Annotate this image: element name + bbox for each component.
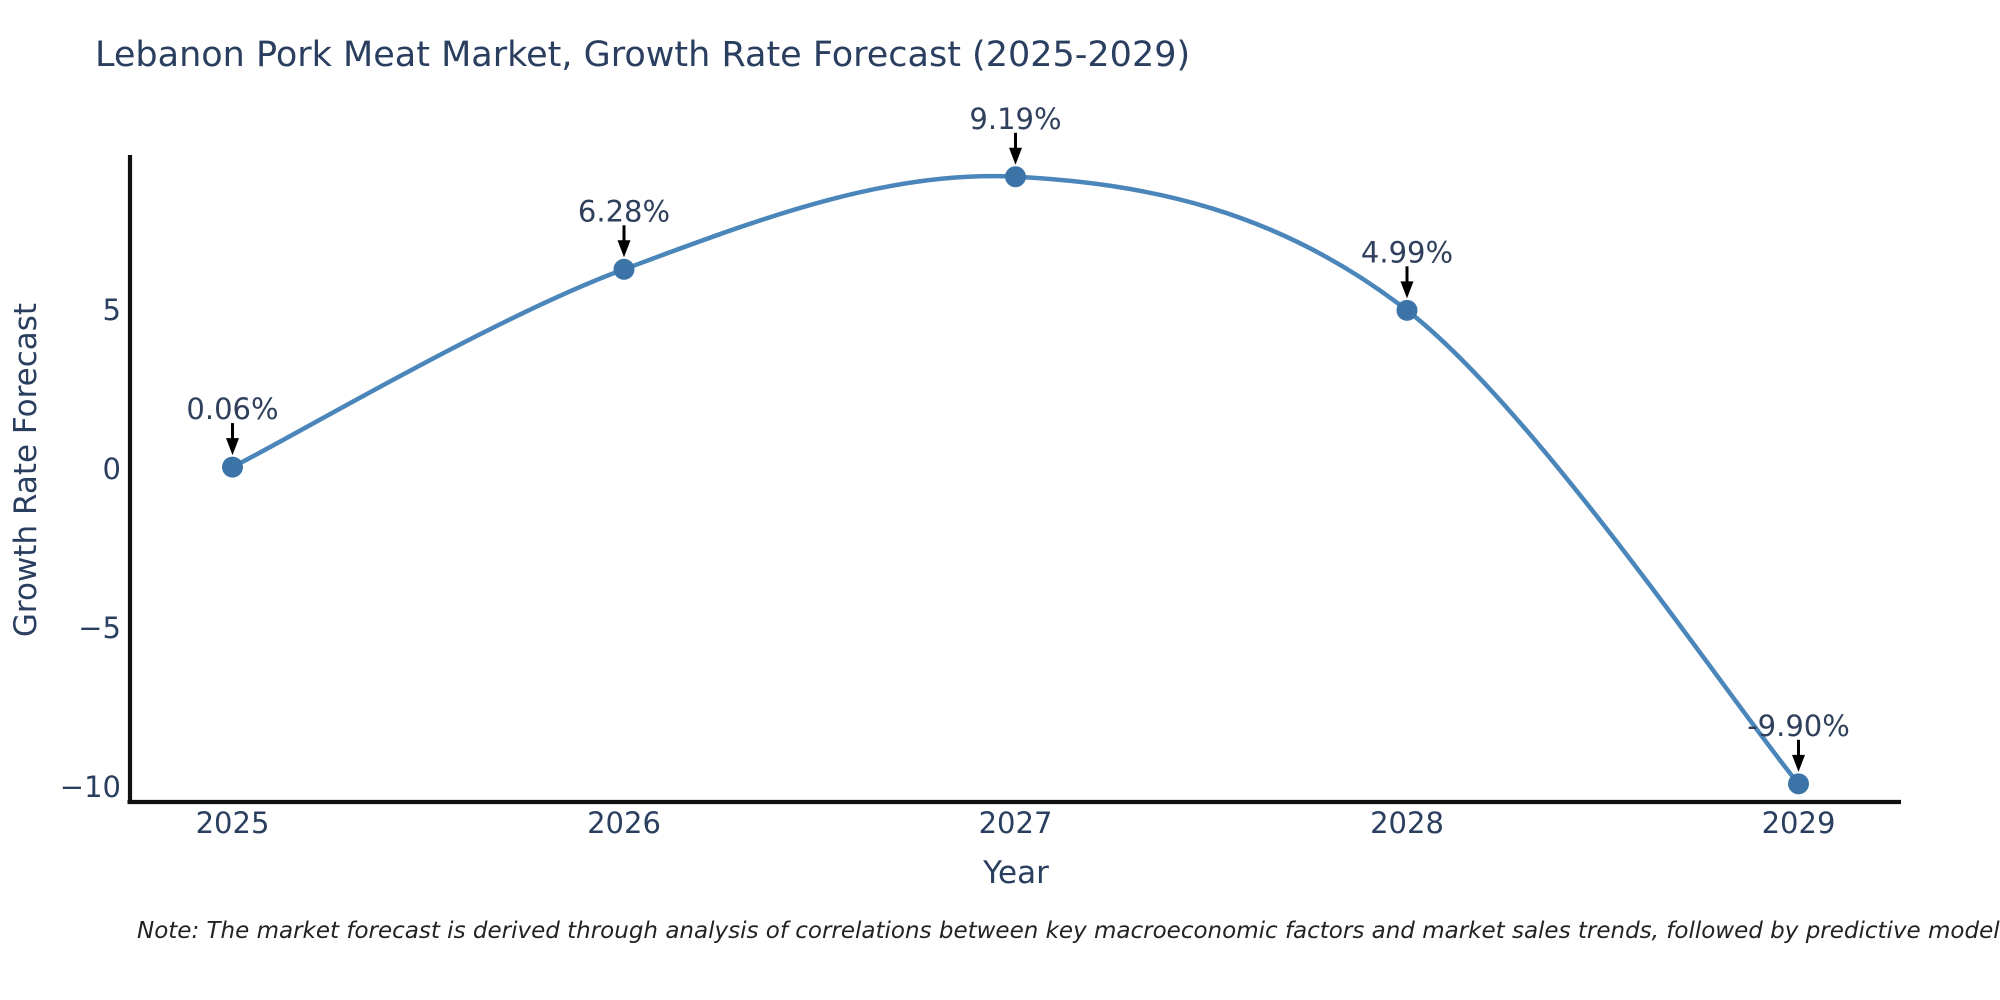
point-annotation-label: 9.19% (969, 102, 1061, 136)
data-point-marker (613, 258, 635, 280)
annotation-arrowhead (617, 240, 631, 258)
point-annotation-label: 0.06% (186, 392, 278, 426)
footnote: Note: The market forecast is derived thr… (137, 918, 2000, 944)
annotation-arrowhead (1792, 754, 1805, 772)
point-annotation-label: 6.28% (578, 194, 670, 228)
forecast-line (230, 173, 1801, 787)
x-axis-title: Year (983, 855, 1049, 891)
x-tick-label: 2027 (979, 806, 1053, 840)
x-tick-label: 2028 (1370, 806, 1444, 840)
x-tick-label: 2026 (587, 806, 661, 840)
annotation-arrowhead (226, 438, 239, 456)
point-annotation-label: 4.99% (1361, 235, 1453, 269)
y-tick-label: −5 (78, 611, 121, 645)
x-tick-label: 2025 (196, 806, 270, 840)
annotation-arrowhead (1009, 147, 1022, 165)
point-annotation-label: -9.90% (1747, 709, 1850, 743)
x-tick-label: 2029 (1762, 806, 1836, 840)
chart-title: Lebanon Pork Meat Market, Growth Rate Fo… (95, 35, 1191, 75)
y-tick-label: −10 (60, 770, 121, 804)
data-point-marker (1396, 299, 1418, 321)
data-point-marker (1005, 166, 1026, 188)
annotation-arrowhead (1400, 281, 1414, 299)
y-tick-label: 5 (103, 293, 121, 327)
data-point-marker (222, 456, 243, 478)
y-tick-label: 0 (103, 452, 121, 486)
data-point-marker (1788, 773, 1809, 795)
